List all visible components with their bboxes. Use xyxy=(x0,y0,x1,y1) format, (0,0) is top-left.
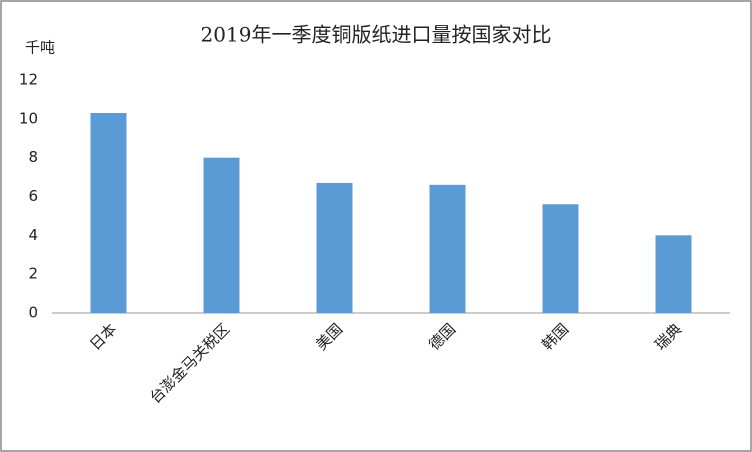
bar xyxy=(542,204,579,313)
y-tick-label: 8 xyxy=(28,148,38,166)
bar xyxy=(316,182,353,313)
y-tick-label: 2 xyxy=(28,265,38,283)
bar xyxy=(429,184,466,313)
y-axis-label: 千吨 xyxy=(25,39,55,57)
y-tick-label: 4 xyxy=(28,226,38,244)
y-tick-label: 0 xyxy=(28,304,38,322)
bar xyxy=(203,157,240,313)
chart-title: 2019年一季度铜版纸进口量按国家对比 xyxy=(201,23,552,47)
y-tick-label: 10 xyxy=(19,109,38,127)
bar xyxy=(90,113,127,313)
y-tick-label: 12 xyxy=(19,71,38,89)
y-tick-label: 6 xyxy=(28,187,38,205)
bar xyxy=(655,235,692,313)
